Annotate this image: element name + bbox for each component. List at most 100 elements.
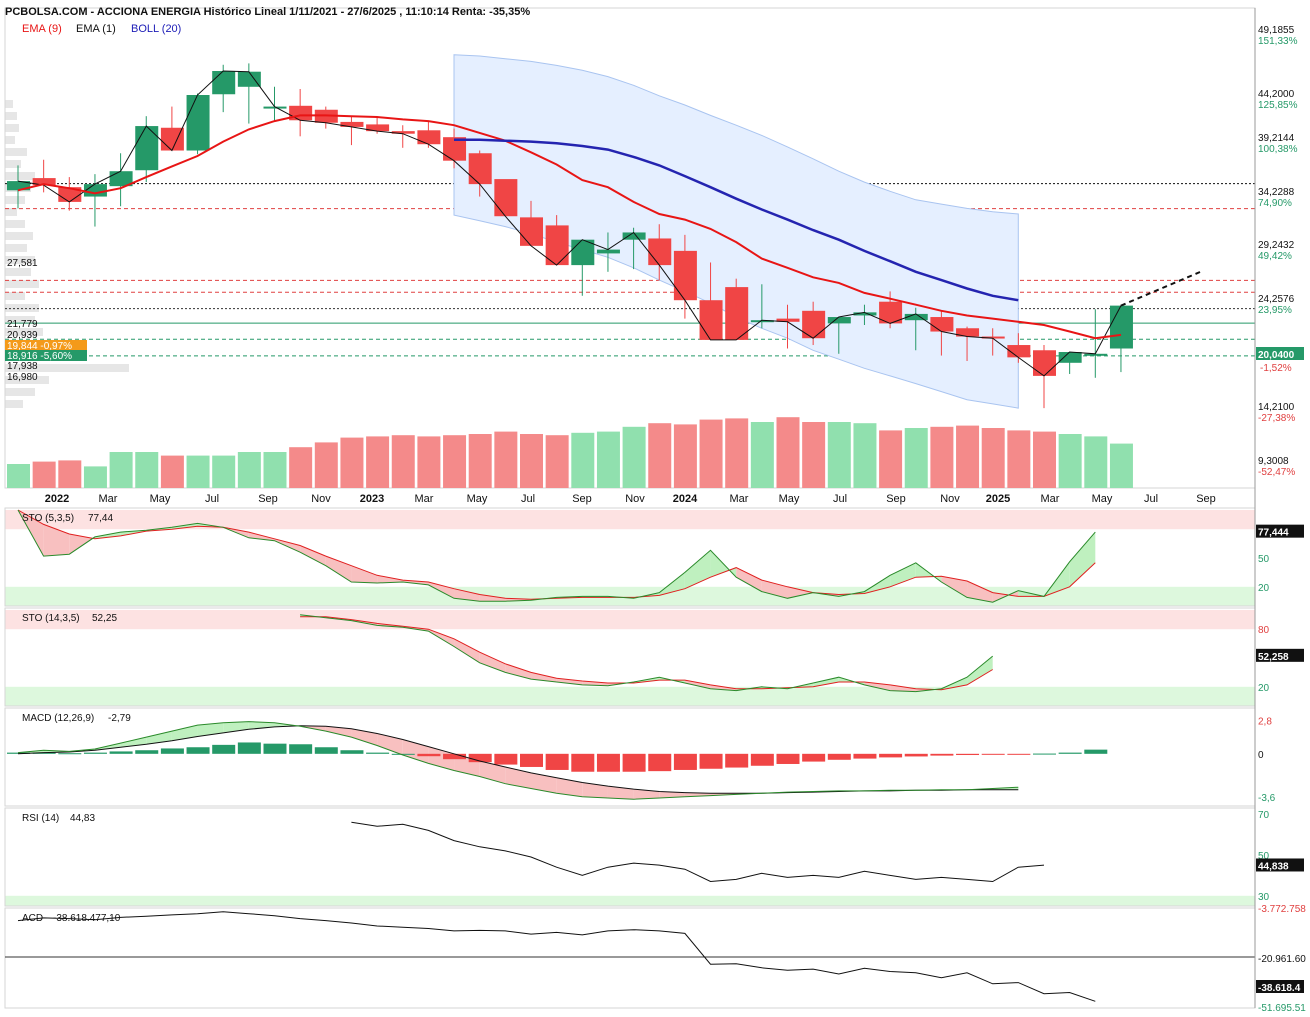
candle-body — [981, 336, 1005, 339]
text-layer: PCBOLSA.COM - ACCIONA ENERGIA Histórico … — [5, 6, 530, 35]
price-label: 27,581 — [7, 258, 38, 269]
candle-body — [725, 287, 749, 340]
oscillator-fill — [967, 581, 993, 603]
x-tick-label: Jul — [521, 493, 535, 505]
volume-profile-bar — [5, 388, 35, 396]
y-tick-label: 9,3008 — [1258, 456, 1289, 467]
volume-bar — [596, 431, 620, 488]
last-price-label: 20,0400 — [1258, 350, 1295, 361]
candle-body — [109, 171, 133, 187]
x-tick-label: Jul — [1144, 493, 1158, 505]
volume-bar — [699, 419, 723, 488]
volume-profile-bar — [5, 400, 23, 408]
candle-body — [1033, 350, 1056, 376]
macd-hist-bar — [725, 753, 749, 768]
price-label-box — [5, 340, 87, 351]
oscillator-fill — [479, 652, 506, 673]
y-tick-label: 14,2100 — [1258, 402, 1295, 413]
volume-bar — [237, 452, 261, 488]
volume-bar — [212, 455, 236, 488]
acd-last-box — [1256, 980, 1304, 993]
macd-hist-bar — [1058, 752, 1082, 754]
rsi-title: RSI (14) — [22, 813, 59, 824]
candle-body — [750, 320, 774, 323]
macd-fill — [377, 733, 403, 756]
macd-hist-bar — [212, 744, 236, 754]
macd-fill — [197, 722, 224, 737]
oscillator-fill — [684, 550, 711, 589]
oversold-zone — [5, 586, 1255, 606]
volume-bar — [930, 426, 954, 488]
sto2-title: STO (14,3,5) — [22, 613, 80, 624]
candle-body — [827, 317, 851, 324]
candle-body — [340, 121, 364, 127]
volume-profile-bar — [5, 316, 35, 324]
y-tick-pct: 49,42% — [1258, 251, 1292, 262]
macd-hist-bar — [1033, 753, 1056, 755]
bollinger-band — [453, 54, 1019, 409]
osc-tick-label: 70 — [1258, 810, 1270, 821]
x-tick-label: 2023 — [360, 493, 384, 505]
osc-last-label: 77,444 — [1258, 528, 1289, 539]
candle-body — [7, 181, 30, 191]
y-tick-pct: -27,38% — [1258, 413, 1295, 424]
macd-hist-bar — [391, 753, 415, 755]
volume-bar — [391, 435, 415, 488]
candle-body — [186, 95, 210, 151]
volume-bar — [673, 424, 697, 488]
volume-bar — [827, 422, 851, 488]
volume-profile-bar — [5, 268, 31, 276]
sto2-value: 52,25 — [92, 613, 117, 624]
osc-tick-label: 50 — [1258, 851, 1270, 862]
signal-line — [17, 509, 1096, 600]
volume-bar — [58, 460, 82, 488]
volume-bar — [109, 452, 133, 488]
acd-tick-label: -51.695.51 — [1258, 1003, 1306, 1012]
x-tick-label: Jul — [833, 493, 847, 505]
candle-body — [571, 239, 595, 266]
candle-body — [622, 232, 646, 240]
volume-bar — [520, 434, 543, 488]
oscillator-fill — [941, 576, 968, 598]
macd-hist-bar — [58, 753, 82, 755]
volume-bar — [802, 422, 826, 488]
y-tick-label: 29,2432 — [1258, 240, 1295, 251]
acd-value: -38.618.477,10 — [53, 913, 121, 924]
volume-bar — [750, 422, 774, 488]
osc-tick-label: 20 — [1258, 583, 1270, 594]
oscillator-fill — [69, 534, 95, 555]
macd-fill — [659, 791, 685, 799]
signal-line — [300, 616, 993, 691]
y-tick-label: 34,2288 — [1258, 187, 1295, 198]
oscillator-fill — [1069, 532, 1096, 587]
volume-profile-bar — [5, 124, 19, 132]
macd-hist-bar — [981, 753, 1005, 755]
legend-ema1: EMA (1) — [76, 23, 116, 35]
rsi-line — [351, 821, 1045, 883]
macd-title: MACD (12,26,9) — [22, 713, 94, 724]
macd-fill — [582, 782, 608, 799]
candle-body — [879, 301, 903, 324]
x-tick-label: May — [150, 493, 171, 505]
bollinger-layer — [18, 54, 1096, 800]
oscillator-fill — [479, 594, 506, 602]
candles-layer — [7, 63, 1133, 409]
osc-last-label: 52,258 — [1258, 652, 1289, 663]
legend-boll: BOLL (20) — [131, 23, 181, 35]
overbought-zone — [5, 510, 1255, 530]
oscillator-fill — [736, 567, 762, 592]
macd-hist-bar — [1007, 753, 1031, 755]
macd-hist-bar — [340, 750, 364, 754]
macd-hist-bar — [930, 753, 954, 756]
osc-last-box — [1256, 648, 1304, 662]
oscillator-fill — [761, 580, 788, 599]
candle-body — [956, 328, 980, 337]
volume-profile-bar — [5, 100, 13, 108]
candle-body — [494, 179, 518, 217]
candle-body — [930, 317, 954, 332]
volume-profile-bar — [5, 292, 25, 300]
y-tick-pct: -52,47% — [1258, 467, 1295, 478]
x-tick-label: Mar — [99, 493, 118, 505]
bollinger-mid-line — [454, 138, 1019, 302]
candle-body — [802, 310, 826, 339]
